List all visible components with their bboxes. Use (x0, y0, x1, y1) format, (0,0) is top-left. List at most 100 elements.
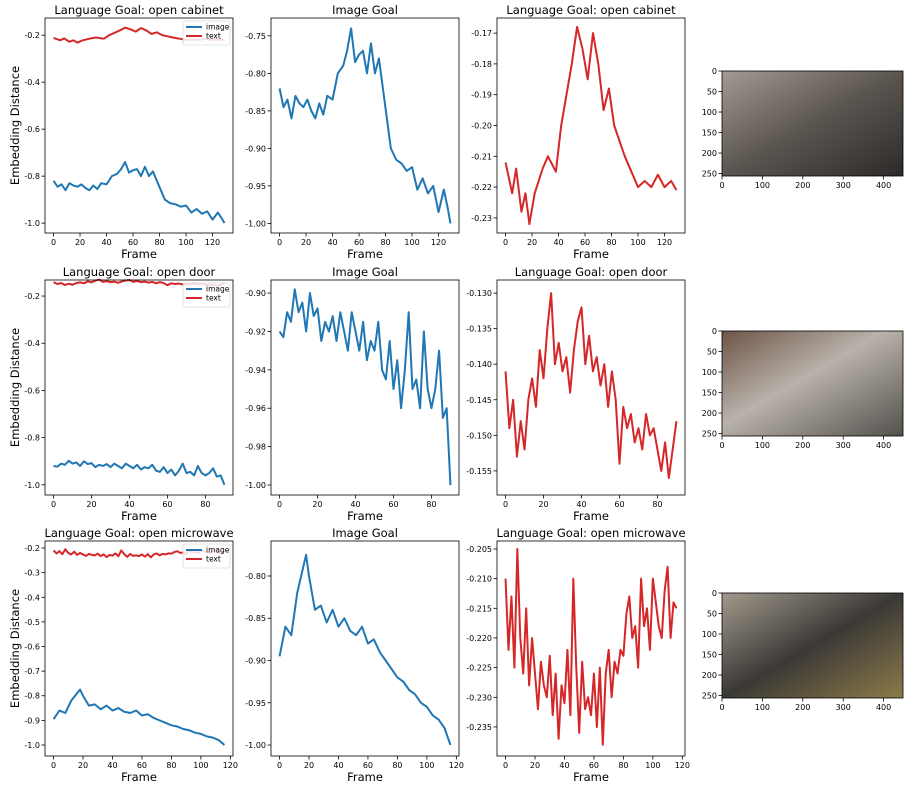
x-tick-label: 60 (162, 500, 172, 509)
x-tick-label: 400 (876, 181, 891, 190)
chart-title: Image Goal (332, 526, 398, 540)
y-tick-label: -0.98 (245, 443, 266, 452)
y-tick-label: -0.96 (245, 404, 266, 413)
x-tick-label: 400 (876, 703, 891, 712)
x-tick-label: 300 (836, 703, 851, 712)
photo (722, 331, 903, 436)
x-tick-label: 60 (388, 500, 398, 509)
x-axis-label: Frame (347, 509, 383, 523)
y-tick-label: 0 (712, 589, 717, 598)
y-tick-label: -0.235 (466, 723, 492, 732)
y-axis-label: Embedding Distance (8, 328, 22, 447)
y-tick-label: -0.7 (24, 667, 40, 676)
x-tick-label: 20 (86, 500, 96, 509)
y-axis-label: Embedding Distance (8, 66, 22, 185)
x-tick-label: 80 (154, 238, 164, 247)
chart-title: Language Goal: open microwave (496, 526, 685, 540)
line-series (278, 288, 452, 486)
y-tick-label: -0.230 (466, 693, 492, 702)
y-tick-label: -0.215 (466, 604, 492, 613)
y-tick-label: 250 (702, 430, 717, 439)
x-tick-label: 40 (124, 500, 134, 509)
axes-frame (270, 279, 460, 496)
axes-frame (44, 17, 234, 234)
x-tick-label: 120 (675, 761, 690, 770)
x-axis-label: Frame (121, 247, 157, 261)
y-tick-label: -0.2 (24, 31, 40, 40)
axes-frame (270, 17, 460, 234)
x-tick-label: 0 (503, 761, 508, 770)
x-tick-label: 20 (78, 761, 88, 770)
y-tick-label: -0.19 (471, 91, 492, 100)
axes-frame (44, 279, 234, 496)
y-tick-label: -0.4 (24, 593, 40, 602)
y-tick-label: -1.00 (245, 219, 266, 228)
chart-title: Language Goal: open door (63, 265, 216, 279)
x-tick-label: 0 (503, 238, 508, 247)
y-tick-label: -1.00 (245, 741, 266, 750)
x-tick-label: 60 (128, 238, 138, 247)
x-tick-label: 40 (333, 761, 343, 770)
x-tick-label: 0 (51, 500, 56, 509)
x-tick-label: 120 (431, 238, 446, 247)
x-tick-label: 100 (630, 238, 645, 247)
photo (722, 593, 903, 698)
x-tick-label: 80 (652, 500, 662, 509)
y-tick-label: 150 (702, 651, 717, 660)
x-tick-label: 0 (51, 238, 56, 247)
y-tick-label: -0.4 (24, 339, 40, 348)
x-tick-label: 60 (354, 238, 364, 247)
line-series (504, 548, 678, 746)
chart-title: Language Goal: open cabinet (54, 3, 224, 17)
y-tick-label: -1.0 (24, 219, 40, 228)
x-tick-label: 0 (277, 238, 282, 247)
y-tick-label: -0.94 (245, 366, 266, 375)
y-tick-label: 200 (702, 149, 717, 158)
x-tick-label: 0 (277, 500, 282, 509)
x-tick-label: 200 (795, 441, 810, 450)
y-tick-label: -0.140 (466, 360, 492, 369)
y-tick-label: 0 (712, 327, 717, 336)
y-tick-label: -0.90 (245, 144, 266, 153)
axes-frame (721, 330, 904, 437)
x-tick-label: 100 (645, 761, 660, 770)
x-tick-label: 20 (301, 238, 311, 247)
legend-label: image (206, 285, 230, 294)
x-tick-label: 60 (363, 761, 373, 770)
x-tick-label: 40 (107, 761, 117, 770)
legend-label: text (206, 555, 221, 564)
y-tick-label: 50 (707, 348, 717, 357)
y-tick-label: -0.6 (24, 125, 40, 134)
y-tick-label: 150 (702, 129, 717, 138)
x-tick-label: 120 (223, 761, 238, 770)
y-tick-label: -0.92 (245, 327, 266, 336)
y-tick-label: -0.8 (24, 172, 40, 181)
x-tick-label: 120 (205, 238, 220, 247)
y-tick-label: -0.80 (245, 69, 266, 78)
y-tick-label: -0.6 (24, 643, 40, 652)
x-tick-label: 40 (553, 238, 563, 247)
x-axis-label: Frame (573, 770, 609, 782)
x-tick-label: 20 (75, 238, 85, 247)
chart-title: Image Goal (332, 265, 398, 279)
x-tick-label: 0 (719, 703, 724, 712)
x-tick-label: 80 (380, 238, 390, 247)
y-tick-label: 50 (707, 610, 717, 619)
line-series (278, 553, 452, 746)
y-tick-label: -0.135 (466, 325, 492, 334)
x-tick-label: 40 (101, 238, 111, 247)
x-tick-label: 400 (876, 441, 891, 450)
x-tick-label: 0 (277, 761, 282, 770)
y-tick-label: 100 (702, 630, 717, 639)
axes-frame (44, 540, 234, 757)
x-tick-label: 80 (618, 761, 628, 770)
x-tick-label: 40 (559, 761, 569, 770)
y-tick-label: 200 (702, 671, 717, 680)
y-tick-label: -0.5 (24, 618, 40, 627)
axes-frame (496, 279, 686, 496)
x-tick-label: 80 (392, 761, 402, 770)
y-axis-label: Embedding Distance (8, 589, 22, 708)
y-tick-label: -0.2 (24, 544, 40, 553)
x-tick-label: 300 (836, 181, 851, 190)
